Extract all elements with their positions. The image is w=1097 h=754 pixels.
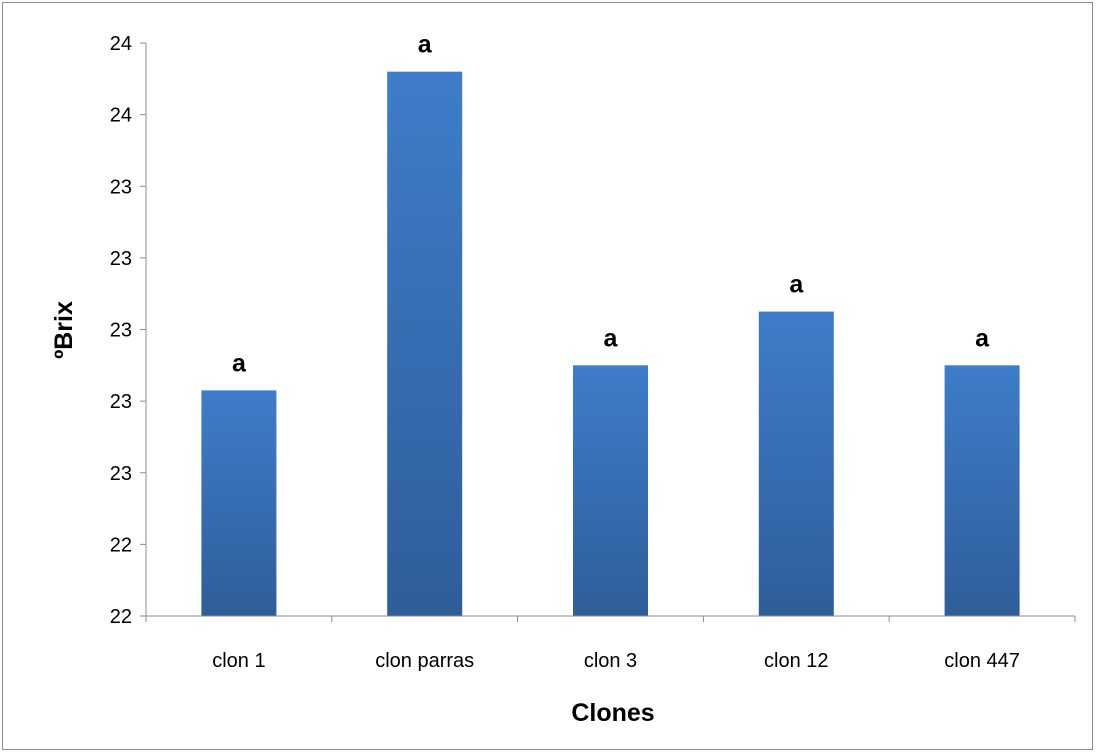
y-tick-label: 23	[110, 248, 132, 270]
y-tick-label: 22	[110, 534, 132, 556]
y-tick-label: 22	[110, 606, 132, 628]
bars-layer	[201, 71, 1020, 616]
data-label: a	[789, 271, 804, 299]
y-tick-label: 23	[110, 176, 132, 198]
bar	[387, 71, 463, 616]
axes-layer	[140, 42, 1076, 622]
data-label: a	[418, 31, 433, 59]
y-tick-label: 24	[110, 105, 132, 127]
x-tick-label: clon 12	[764, 650, 829, 672]
x-tick-label: clon 447	[944, 650, 1020, 672]
bar	[573, 365, 648, 616]
y-axis-title: ºBrix	[50, 301, 78, 359]
data-label: a	[604, 324, 619, 352]
y-tick-label: 23	[110, 320, 132, 342]
bar	[758, 311, 834, 616]
labels-layer: 22 22 23 23 23 23 23 24 24 a clon 1 a clon parras a cl…	[110, 31, 1020, 672]
x-axis-title: Clones	[571, 699, 654, 727]
bar	[944, 365, 1020, 616]
y-tick-label: 23	[110, 391, 132, 413]
x-tick-label: clon 1	[212, 650, 265, 672]
data-label: a	[975, 324, 990, 352]
y-tick-label: 24	[110, 33, 132, 55]
x-tick-label: clon 3	[584, 650, 637, 672]
bar	[201, 390, 277, 616]
x-tick-label: clon parras	[375, 650, 474, 672]
data-label: a	[232, 349, 247, 377]
y-tick-label: 23	[110, 463, 132, 485]
